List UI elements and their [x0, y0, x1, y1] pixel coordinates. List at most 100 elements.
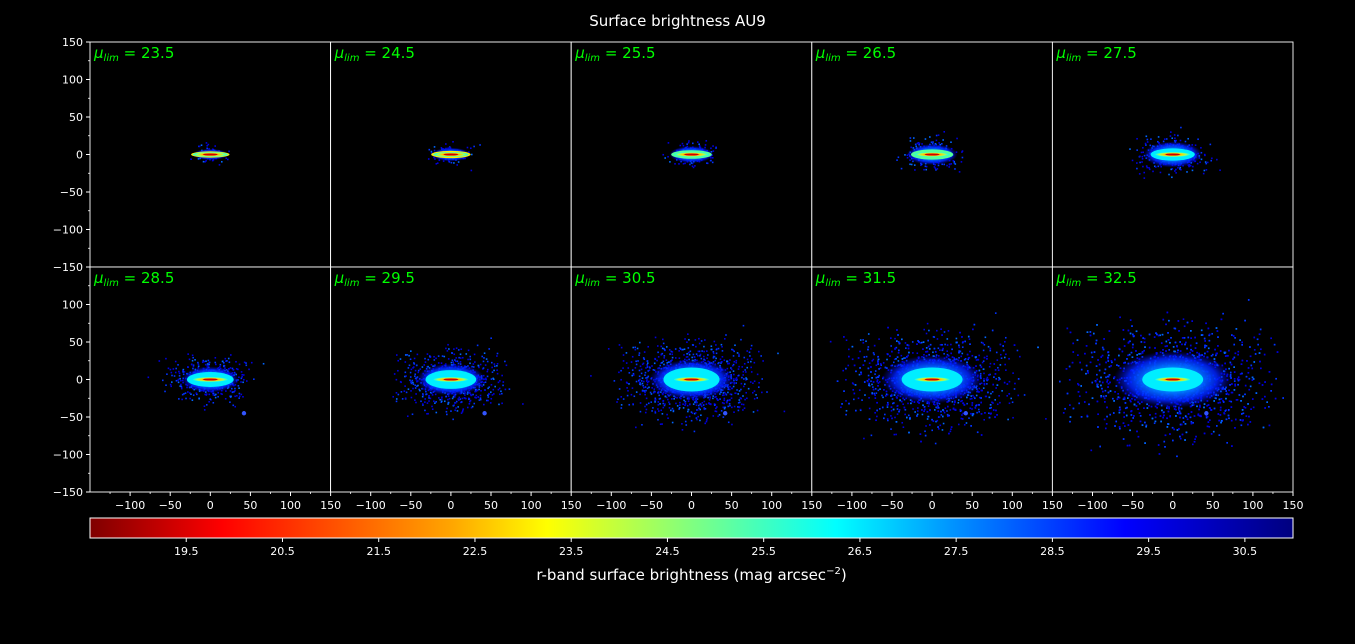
halo-pixel — [733, 382, 736, 385]
halo-pixel — [864, 394, 866, 396]
halo-pixel — [921, 413, 924, 416]
halo-pixel — [671, 353, 674, 356]
halo-pixel — [221, 360, 224, 363]
halo-pixel — [633, 395, 636, 398]
halo-pixel — [683, 354, 685, 356]
halo-pixel — [720, 362, 722, 364]
halo-pixel — [722, 416, 725, 418]
halo-pixel — [665, 396, 668, 399]
halo-pixel — [477, 396, 479, 398]
halo-pixel — [903, 357, 905, 359]
halo-pixel — [662, 360, 665, 363]
halo-pixel — [437, 362, 440, 364]
x-tick-label: 100 — [1002, 499, 1023, 512]
halo-pixel — [931, 142, 934, 145]
halo-pixel — [1007, 418, 1009, 421]
halo-pixel — [851, 345, 854, 348]
halo-pixel — [1180, 168, 1182, 171]
halo-pixel — [192, 394, 195, 396]
halo-pixel — [891, 350, 893, 353]
x-tick-label: 100 — [761, 499, 782, 512]
halo-pixel — [406, 415, 409, 418]
halo-pixel — [667, 361, 670, 363]
halo-pixel — [647, 370, 650, 372]
halo-pixel — [1143, 171, 1146, 174]
halo-pixel — [639, 393, 641, 396]
y-tick-label: 100 — [62, 299, 83, 312]
halo-pixel — [484, 381, 487, 384]
halo-pixel — [731, 423, 733, 426]
halo-pixel — [896, 340, 898, 342]
halo-pixel — [951, 348, 953, 351]
halo-pixel — [662, 402, 665, 405]
halo-pixel — [987, 345, 990, 348]
halo-pixel — [975, 404, 977, 407]
halo-pixel — [1146, 166, 1149, 169]
halo-pixel — [989, 407, 991, 409]
halo-pixel — [648, 366, 651, 368]
halo-pixel — [1002, 349, 1005, 352]
halo-pixel — [1204, 161, 1207, 163]
halo-pixel — [414, 369, 417, 372]
halo-pixel — [1187, 137, 1189, 140]
halo-pixel — [412, 381, 414, 384]
halo-pixel — [490, 383, 493, 386]
halo-pixel — [397, 393, 400, 396]
halo-pixel — [458, 356, 460, 359]
halo-pixel — [951, 356, 954, 358]
halo-pixel — [746, 397, 748, 400]
halo-pixel — [842, 369, 844, 372]
halo-pixel — [738, 406, 741, 408]
halo-pixel — [644, 371, 647, 374]
halo-pixel — [960, 355, 963, 358]
halo-pixel — [480, 389, 482, 392]
halo-pixel — [440, 400, 443, 403]
halo-pixel — [220, 392, 222, 395]
halo-pixel — [732, 363, 735, 366]
halo-pixel — [224, 397, 227, 400]
halo-pixel — [493, 369, 495, 372]
halo-pixel — [927, 345, 930, 348]
halo-pixel — [972, 413, 974, 415]
halo-pixel — [169, 368, 172, 371]
halo-pixel — [746, 358, 749, 361]
halo-pixel — [917, 407, 919, 409]
halo-pixel — [916, 415, 918, 417]
x-tick-label: 50 — [725, 499, 739, 512]
halo-pixel — [189, 397, 191, 400]
halo-pixel — [238, 392, 241, 395]
halo-pixel — [663, 404, 666, 407]
halo-pixel — [876, 401, 878, 404]
halo-pixel — [187, 391, 189, 393]
halo-pixel — [732, 385, 735, 388]
halo-pixel — [734, 392, 737, 395]
halo-pixel — [972, 328, 974, 331]
halo-pixel — [231, 391, 234, 394]
halo-pixel — [212, 392, 215, 395]
halo-pixel — [1169, 135, 1172, 137]
halo-pixel — [681, 142, 684, 145]
halo-pixel — [405, 375, 407, 377]
halo-pixel — [453, 353, 456, 356]
halo-pixel — [418, 388, 421, 391]
halo-pixel — [644, 411, 647, 414]
halo-pixel — [460, 412, 463, 414]
halo-pixel — [456, 360, 459, 363]
halo-pixel — [938, 416, 941, 418]
halo-pixel — [694, 412, 697, 414]
halo-pixel — [987, 378, 989, 381]
halo-pixel — [969, 343, 971, 345]
halo-pixel — [205, 160, 207, 162]
halo-pixel — [224, 367, 226, 369]
halo-pixel — [207, 143, 210, 146]
halo-pixel — [454, 359, 456, 361]
halo-pixel — [935, 134, 938, 137]
halo-pixel — [939, 349, 941, 351]
halo-pixel — [186, 386, 188, 389]
halo-pixel — [938, 428, 940, 430]
halo-pixel — [1171, 137, 1174, 140]
halo-pixel — [783, 410, 786, 413]
halo-pixel — [662, 342, 665, 345]
halo-pixel — [648, 386, 650, 389]
halo-pixel — [447, 403, 449, 405]
